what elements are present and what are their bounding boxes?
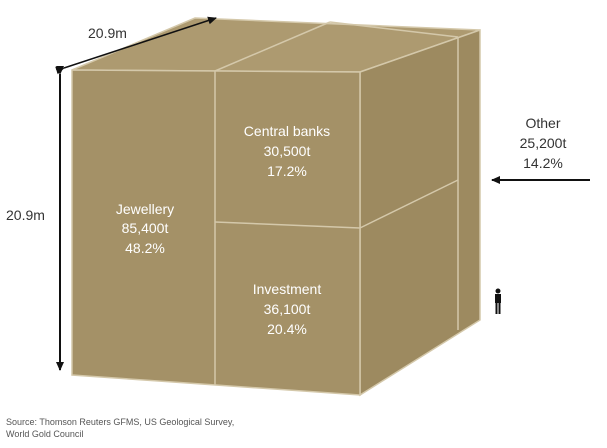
width-arrow xyxy=(55,16,217,75)
segment-amount: 36,100t xyxy=(264,301,311,317)
segment-share: 48.2% xyxy=(125,240,165,256)
source: World Gold Council xyxy=(6,429,83,439)
segment-amount: 25,200t xyxy=(520,135,567,151)
divider xyxy=(329,21,459,38)
height-label: 20.9m xyxy=(6,207,45,223)
segment-label: Central banks xyxy=(244,123,330,139)
cube-side xyxy=(359,28,481,397)
segment-share: 17.2% xyxy=(267,163,307,179)
width-label: 20.9m xyxy=(88,25,127,41)
segment-label: Investment xyxy=(253,281,322,297)
segment-label: Jewellery xyxy=(116,201,174,217)
segment-labels: Jewellery 85,400t 48.2% Central banks 30… xyxy=(116,115,567,337)
divider xyxy=(359,179,459,229)
divider xyxy=(214,21,331,72)
person-icon xyxy=(495,288,501,314)
segment-amount: 30,500t xyxy=(264,143,311,159)
segment-amount: 85,400t xyxy=(122,220,169,236)
segment-label: Other xyxy=(525,115,560,131)
divider xyxy=(214,221,361,229)
segment-share: 20.4% xyxy=(267,321,307,337)
source: Source: Thomson Reuters GFMS, US Geologi… xyxy=(6,417,234,427)
segment-share: 14.2% xyxy=(523,155,563,171)
cube-front xyxy=(71,69,361,396)
